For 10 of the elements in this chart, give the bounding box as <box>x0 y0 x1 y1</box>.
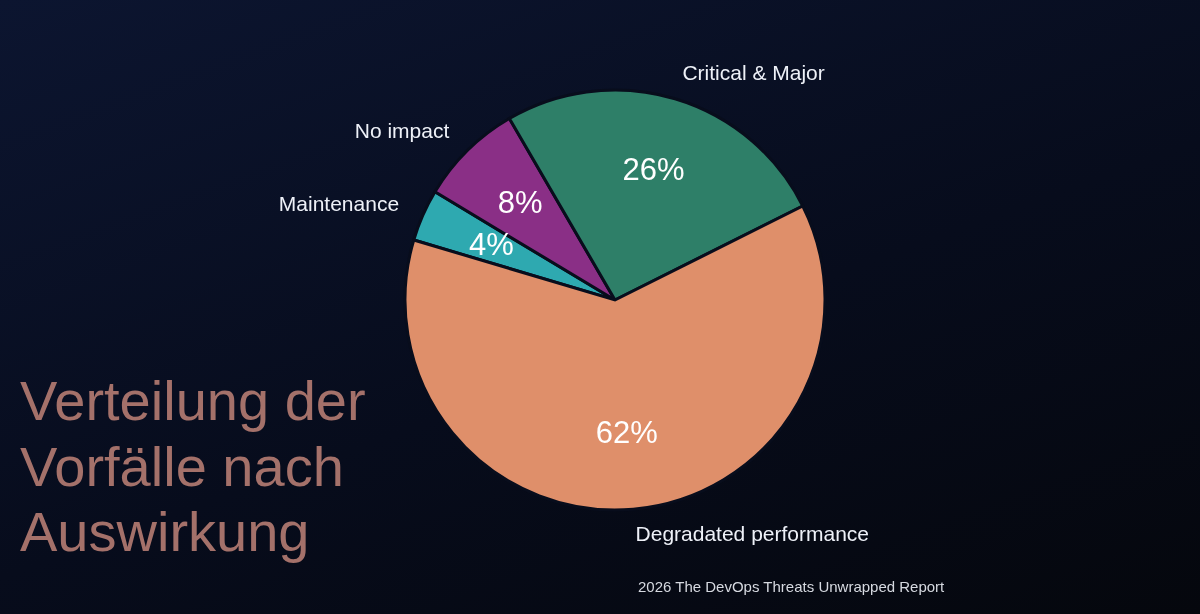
text: Verteilung der Vorfälle nach Auswirkung <box>20 368 367 565</box>
slice-label: No impact <box>354 118 450 142</box>
slice-label: Degradated performance <box>635 522 870 546</box>
slice-label: Maintenance <box>278 191 400 215</box>
data-label: 26% <box>622 151 685 187</box>
text: 2026 The DevOps Threats Unwrapped Report <box>638 578 945 595</box>
data-label: 4% <box>469 226 514 262</box>
slice-label: Critical & Major <box>682 60 825 84</box>
data-label: 62% <box>595 415 658 451</box>
data-label: 8% <box>497 184 543 220</box>
